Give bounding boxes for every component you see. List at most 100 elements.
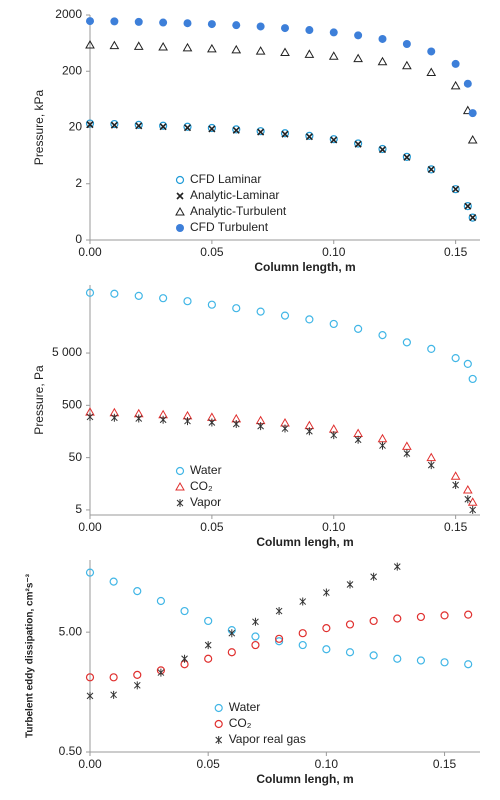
marker (469, 214, 477, 222)
marker (354, 324, 363, 333)
legend-label: CO₂ (229, 716, 252, 730)
marker (133, 670, 142, 679)
marker (158, 41, 168, 51)
marker (181, 654, 188, 663)
marker (346, 580, 354, 589)
x-tick-label: 0.00 (78, 520, 102, 534)
marker (440, 611, 449, 620)
marker (467, 134, 478, 144)
marker (427, 344, 436, 353)
marker (85, 40, 95, 49)
legend-marker (214, 719, 223, 729)
marker (440, 658, 449, 667)
marker (354, 140, 362, 148)
legend-marker (176, 224, 184, 232)
legend-label: CO₂ (190, 479, 213, 493)
marker (252, 617, 259, 626)
x-tick-label: 0.10 (315, 757, 339, 771)
marker (227, 648, 236, 657)
marker (354, 435, 362, 444)
marker (451, 354, 460, 363)
marker (134, 291, 143, 300)
y-tick-label: 50 (69, 450, 83, 464)
marker (378, 331, 387, 340)
marker (85, 119, 95, 128)
marker (110, 121, 118, 129)
marker (180, 606, 189, 616)
marker (469, 505, 477, 514)
marker (369, 616, 378, 626)
marker (281, 424, 289, 433)
y-tick-label: 5 (75, 502, 82, 516)
marker (85, 673, 95, 682)
marker (306, 427, 313, 436)
marker (133, 41, 144, 50)
marker (298, 629, 307, 638)
marker (464, 660, 473, 669)
marker (85, 288, 95, 297)
marker (345, 648, 355, 657)
marker (110, 119, 119, 129)
legend-marker (215, 736, 223, 744)
marker (464, 610, 473, 619)
marker (450, 80, 461, 90)
marker (182, 42, 193, 52)
marker (393, 614, 402, 623)
marker (183, 124, 192, 132)
marker (232, 419, 240, 428)
x-tick-label: 0.00 (78, 757, 102, 771)
marker (393, 562, 401, 571)
marker (379, 441, 386, 450)
marker (416, 612, 426, 622)
marker (305, 26, 314, 35)
marker (468, 109, 477, 118)
marker (403, 449, 411, 458)
marker (204, 616, 213, 626)
marker (275, 607, 283, 616)
marker (231, 44, 242, 54)
y-tick-label: 2 (75, 176, 82, 190)
legend-label: Analytic-Turbulent (190, 204, 287, 218)
x-tick-label: 0.00 (78, 245, 102, 259)
marker (86, 691, 94, 700)
legend-label: Water (229, 700, 261, 714)
marker (156, 596, 166, 606)
marker (353, 53, 363, 63)
y-axis-label: Pressure, kPa (32, 89, 46, 165)
marker (85, 568, 95, 577)
marker (281, 130, 289, 138)
marker (323, 588, 330, 597)
marker (427, 461, 435, 470)
x-axis-label: Column lengh, m (256, 535, 353, 549)
x-tick-label: 0.15 (444, 245, 468, 259)
y-tick-label: 500 (62, 398, 82, 412)
marker (427, 165, 436, 174)
marker (157, 668, 165, 677)
marker (354, 31, 363, 40)
y-axis-label: Turbelent eddy dissipation, cm²s⁻³ (25, 573, 36, 738)
x-tick-label: 0.15 (444, 520, 468, 534)
marker (257, 422, 264, 431)
marker (135, 414, 143, 423)
legend-marker (175, 206, 185, 216)
marker (304, 49, 315, 58)
marker (159, 294, 168, 303)
marker (451, 185, 460, 194)
marker (86, 412, 94, 421)
marker (330, 136, 338, 144)
legend-marker (175, 175, 185, 185)
marker (378, 34, 387, 43)
marker (468, 374, 477, 384)
marker (463, 359, 472, 368)
marker (228, 629, 236, 638)
marker (402, 152, 411, 162)
marker (280, 311, 290, 320)
marker (86, 17, 94, 26)
marker (464, 495, 472, 504)
marker (256, 127, 265, 136)
x-tick-label: 0.05 (200, 520, 224, 534)
marker (274, 634, 284, 643)
marker (232, 21, 241, 30)
y-tick-label: 0.50 (59, 744, 83, 758)
